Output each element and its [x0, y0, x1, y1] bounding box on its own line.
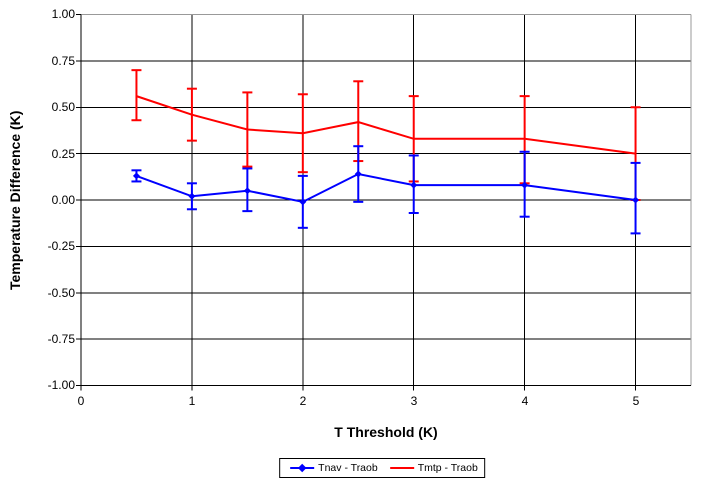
- axes: [76, 14, 691, 391]
- x-tick-label: 4: [521, 394, 529, 408]
- y-axis-title: Temperature Difference (K): [7, 110, 23, 290]
- y-tick-label: -0.50: [47, 286, 75, 300]
- x-tick-label: 5: [632, 394, 640, 408]
- legend-diamond-marker-icon: [297, 463, 307, 473]
- x-axis-title: T Threshold (K): [334, 424, 438, 440]
- x-tick-label: 2: [299, 394, 307, 408]
- y-tick-label: -0.75: [47, 332, 75, 346]
- x-tick-label: 3: [410, 394, 418, 408]
- legend-line-tmtp: [389, 467, 414, 469]
- legend-line-tnav: [290, 463, 315, 473]
- y-tick-label: 0.25: [51, 147, 75, 161]
- y-tick-label: -0.25: [47, 239, 75, 253]
- y-tick-label: 0.50: [51, 100, 75, 114]
- legend: Tnav - Traob Tmtp - Traob: [279, 458, 485, 478]
- gridlines: [81, 14, 691, 386]
- y-tick-label: 0.75: [51, 54, 75, 68]
- legend-label-tnav: Tnav - Traob: [318, 462, 378, 474]
- y-tick-label: 0.00: [51, 193, 75, 207]
- x-tick-label: 0: [77, 394, 85, 408]
- legend-label-tmtp: Tmtp - Traob: [417, 462, 478, 474]
- plot-border: [81, 14, 692, 386]
- y-tick-label: 1.00: [51, 7, 75, 21]
- x-tick-label: 1: [188, 394, 196, 408]
- y-tick-label: -1.00: [47, 378, 75, 392]
- series-tnav: [131, 145, 641, 235]
